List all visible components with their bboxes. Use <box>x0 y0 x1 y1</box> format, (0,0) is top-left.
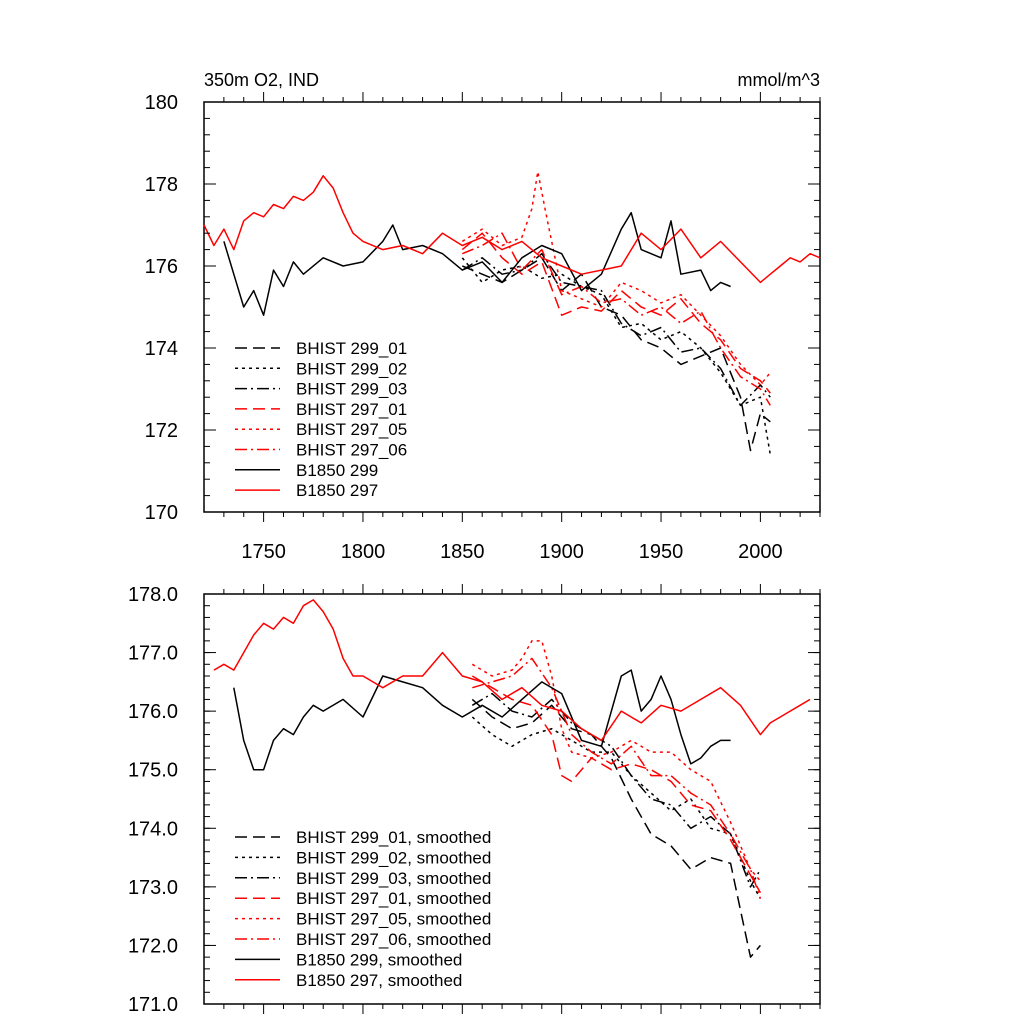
top-xtick-label: 1800 <box>341 541 386 563</box>
legend-label: BHIST 297_05, smoothed <box>296 910 491 929</box>
legend-label: BHIST 297_01 <box>296 400 407 419</box>
top-ytick-label: 180 <box>145 92 178 114</box>
series-bhist-297-05-smoothed <box>471 640 761 882</box>
top-xtick-label: 2000 <box>738 541 783 563</box>
top-panel-title: 350m O2, IND <box>204 70 319 90</box>
series-bhist-299-01-smoothed <box>471 698 761 958</box>
top-panel-units: mmol/m^3 <box>738 70 820 90</box>
legend-label: BHIST 297_05 <box>296 420 407 439</box>
bottom-ytick-label: 172.0 <box>128 935 178 957</box>
series-bhist-299-02-smoothed <box>471 716 762 899</box>
bottom-ytick-label: 175.0 <box>128 760 178 782</box>
bottom-ytick-label: 171.0 <box>128 994 178 1016</box>
bottom-series-layer <box>213 599 811 958</box>
top-tick-layer: 170 172 174 176 178 180 1750 1800 1850 1900 1950 20… <box>145 92 821 563</box>
legend-label: BHIST 299_01, smoothed <box>296 828 491 847</box>
bottom-panel: 171.0 172.0 173.0 174.0 175.0 176.0 177.0 178.0… <box>128 584 821 1016</box>
legend-label: B1850 299, smoothed <box>296 950 462 969</box>
legend-label: BHIST 299_02, smoothed <box>296 848 491 867</box>
legend-label: BHIST 299_01 <box>296 339 407 358</box>
bottom-ytick-label: 173.0 <box>128 877 178 899</box>
series-b1850-299-smoothed <box>233 669 731 771</box>
top-xtick-label: 1850 <box>440 541 485 563</box>
top-ytick-label: 172 <box>145 420 178 442</box>
top-xtick-label: 1900 <box>539 541 584 563</box>
legend-label: BHIST 299_03 <box>296 380 407 399</box>
legend-label: BHIST 297_06 <box>296 441 407 460</box>
series-b1850-299 <box>223 211 731 316</box>
series-bhist-299-03 <box>461 252 771 407</box>
top-ytick-label: 178 <box>145 174 178 196</box>
legend-label: BHIST 297_06, smoothed <box>296 930 491 949</box>
series-bhist-297-06-smoothed <box>472 657 762 899</box>
series-b1850-297-smoothed <box>213 599 811 742</box>
bottom-ytick-label: 178.0 <box>128 584 178 606</box>
bottom-ytick-label: 176.0 <box>128 701 178 723</box>
bottom-ytick-label: 174.0 <box>128 818 178 840</box>
legend-label: B1850 297 <box>296 481 378 500</box>
series-bhist-297-06 <box>462 232 771 406</box>
legend-label: B1850 297, smoothed <box>296 971 462 990</box>
top-ytick-label: 174 <box>145 338 178 360</box>
top-xtick-label: 1950 <box>639 541 684 563</box>
top-ytick-label: 176 <box>145 256 178 278</box>
top-panel: 350m O2, IND mmol/m^3 170 172 174 176 178 180… <box>145 70 821 563</box>
bottom-tick-layer: 171.0 172.0 173.0 174.0 175.0 176.0 177.0 178.0 <box>128 584 821 1016</box>
series-b1850-297 <box>203 175 821 284</box>
legend-label: BHIST 297_01, smoothed <box>296 889 491 908</box>
legend-label: BHIST 299_03, smoothed <box>296 869 491 888</box>
legend-label: B1850 299 <box>296 461 378 480</box>
top-series-layer <box>203 170 821 455</box>
top-ytick-label: 170 <box>145 502 178 524</box>
top-plot-frame <box>203 101 821 513</box>
bottom-ytick-label: 177.0 <box>128 643 178 665</box>
bottom-plot-frame <box>203 593 821 1005</box>
series-bhist-299-03-smoothed <box>471 692 762 888</box>
series-bhist-297-05 <box>461 170 771 386</box>
legend-label: BHIST 299_02 <box>296 359 407 378</box>
top-xtick-label: 1750 <box>241 541 286 563</box>
series-bhist-297-01 <box>461 232 771 394</box>
series-bhist-297-01-smoothed <box>471 675 762 894</box>
